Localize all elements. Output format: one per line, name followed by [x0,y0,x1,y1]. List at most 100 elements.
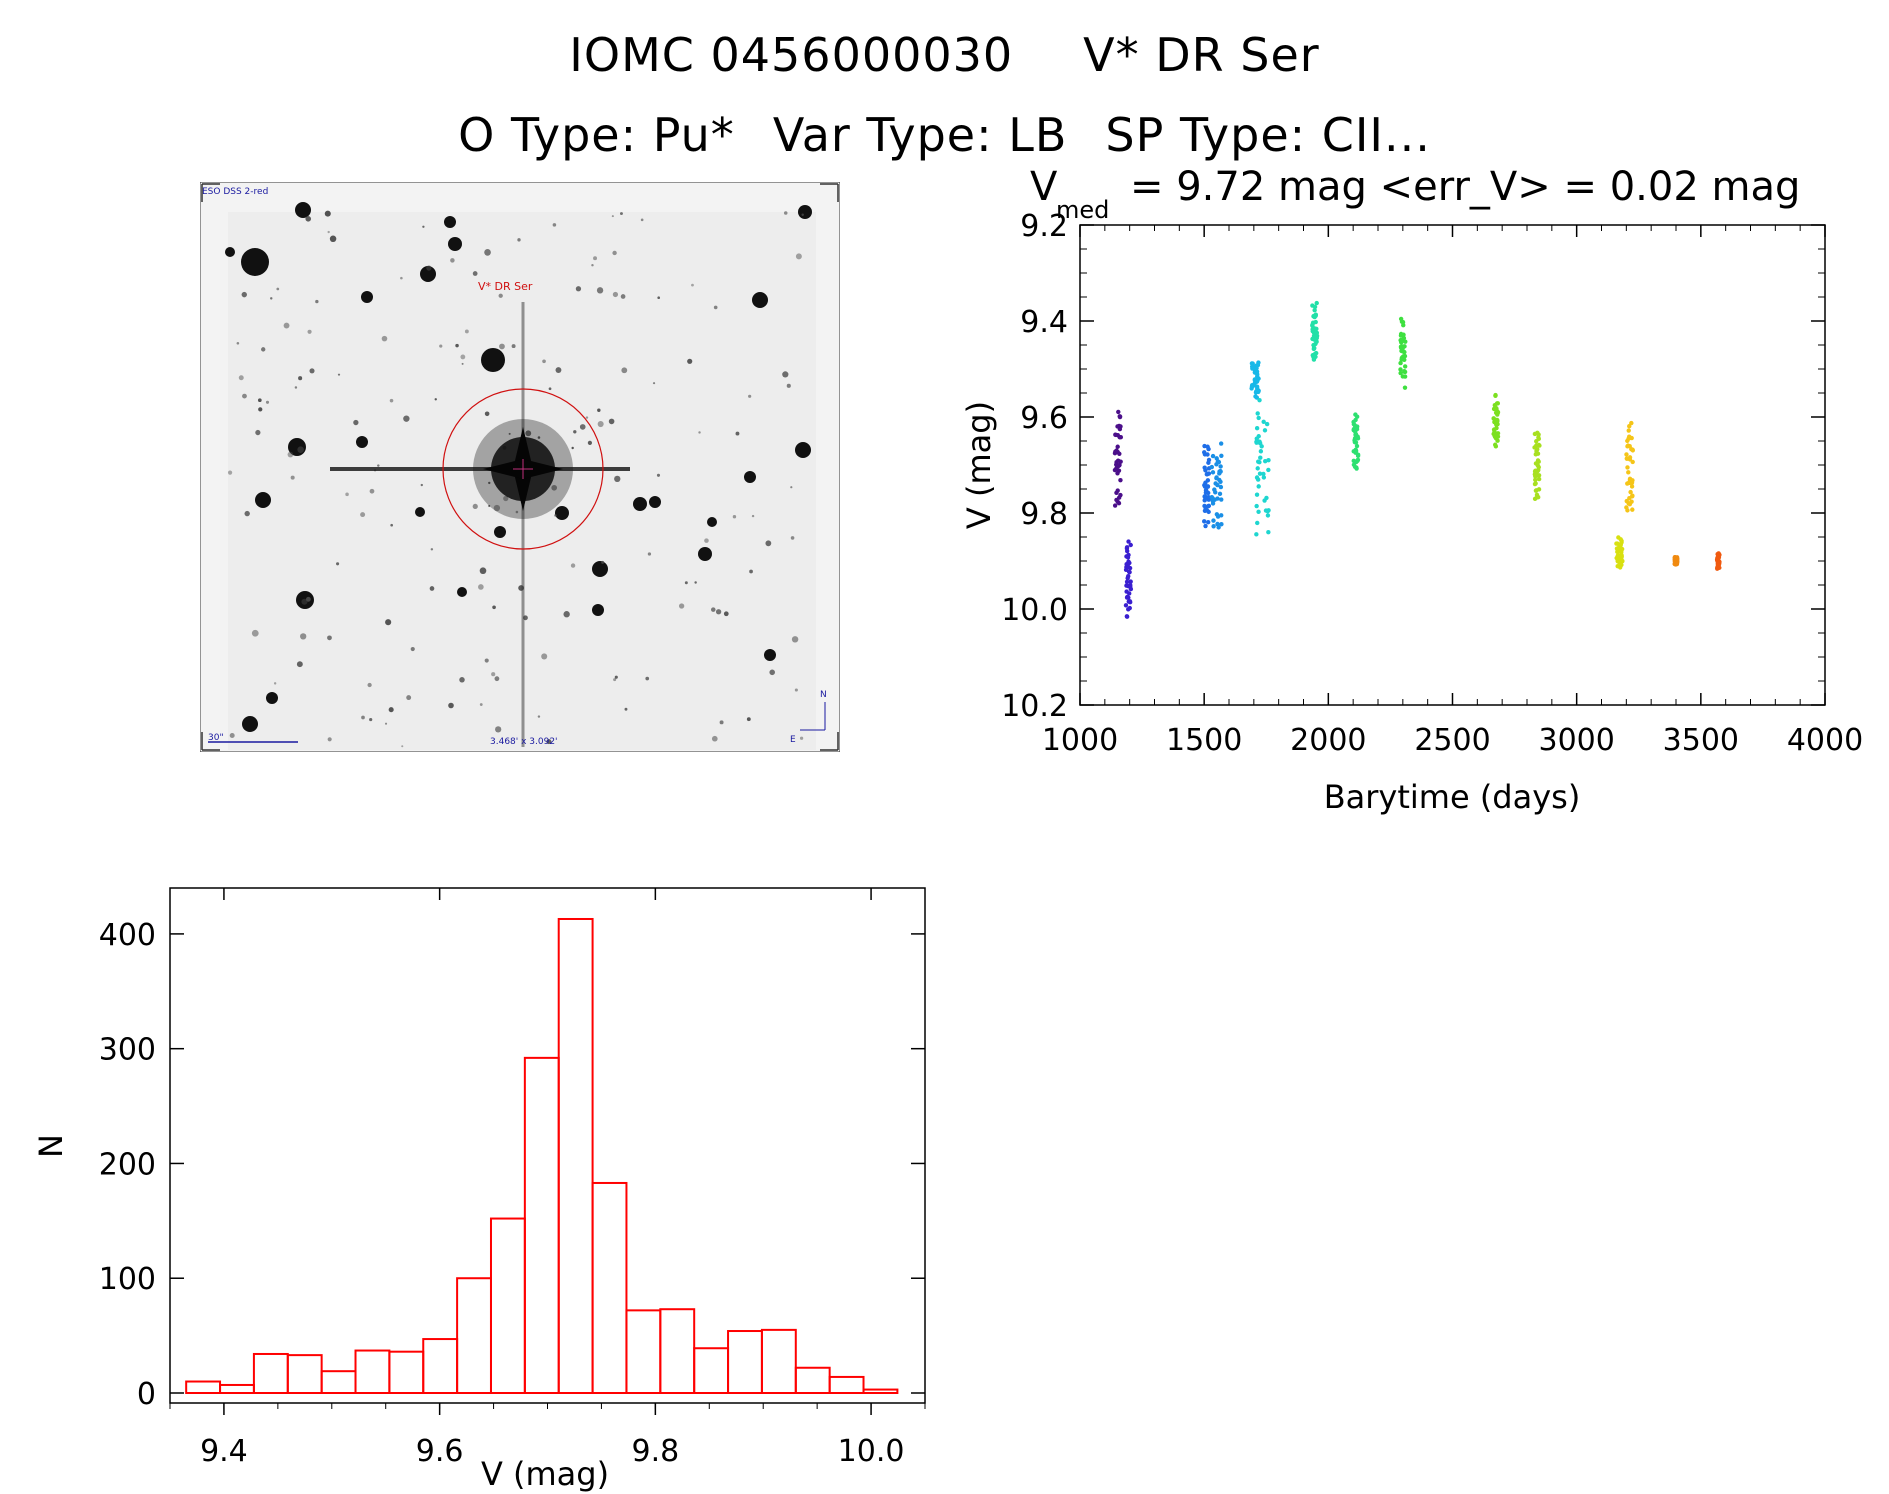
size-label: 3.468' x 3.092' [490,737,558,747]
star [472,271,478,276]
star [657,296,661,300]
lc-point [1117,451,1122,456]
star [337,373,341,376]
star [713,305,718,310]
star [439,344,443,348]
star [732,514,737,519]
hist-bars [185,917,899,1395]
hist-bar [828,1375,865,1395]
star [751,514,755,518]
star [301,598,308,605]
star [790,486,793,489]
star [597,421,604,428]
star [575,286,582,292]
lc-point [1492,406,1497,412]
lc-point [1203,506,1208,512]
star [385,722,388,725]
star [593,256,598,261]
lc-point [1314,300,1319,306]
star [795,442,811,458]
star [369,488,375,494]
star [611,215,614,218]
star [555,367,562,373]
lc-point [1219,522,1224,527]
hist-bar [388,1350,425,1395]
lc-point [1619,538,1624,544]
lc-point [1259,444,1264,449]
lc-xtick-label: 4000 [1787,723,1863,758]
lc-point [1126,539,1131,544]
star [691,283,694,287]
star [783,211,788,215]
star [345,492,349,497]
star [457,587,467,597]
lc-point [1534,495,1540,500]
lc-point [1206,460,1211,465]
lc-point [1624,456,1630,461]
lc-point [1215,482,1220,488]
lc-point [1218,464,1223,469]
lc-point [1311,357,1317,362]
star [307,329,312,334]
star [484,249,491,256]
star [494,676,500,682]
star [403,415,410,422]
lc-point [1115,488,1120,493]
lc-point [1219,497,1224,502]
star [719,720,724,725]
star [255,429,261,436]
star [517,238,521,242]
lc-point [1310,323,1315,328]
lc-point [1402,369,1407,374]
star [744,471,756,483]
lc-point [1353,432,1359,437]
lc-point [1354,443,1360,449]
star [633,497,647,511]
star [294,386,298,389]
lc-point [1401,332,1406,337]
lc-point [1626,501,1631,506]
lc-point [1533,477,1538,483]
star [614,675,618,679]
lc-point [1215,514,1221,519]
lc-point [1353,459,1359,464]
lc-point [1532,481,1538,487]
lc-ytick-label: 9.8 [1020,497,1068,532]
lc-point [1114,448,1119,453]
hist-bar [625,1309,662,1395]
lc-point [1258,455,1263,460]
lc-point [1218,479,1223,485]
star [305,216,312,222]
lc-point [1212,497,1217,502]
star [255,492,271,508]
lc-point [1258,449,1264,454]
star [225,247,235,257]
star [748,394,752,398]
star [401,745,404,748]
lc-point [1209,464,1215,470]
sky-image: V* DR Ser ESO DSS 2-red 30" 3.468' x 3.0… [200,182,840,752]
histogram-chart: 9.4 9.6 9.8 10.0 0 100 200 300 400 V (mag) N [32,887,926,1493]
lc-point [1354,465,1359,470]
lc-point [1627,424,1632,429]
lc-point [1311,314,1316,319]
star [369,717,373,722]
star [769,669,776,676]
star [488,481,491,485]
star-field [225,202,812,748]
lc-point [1402,353,1408,359]
star [236,341,240,345]
star [478,584,484,590]
lc-point [1534,448,1539,454]
star [455,343,459,348]
star [426,265,432,271]
star [261,347,266,352]
lc-point [1266,529,1271,535]
star [241,291,247,298]
star [460,354,466,360]
hist-ytick-label: 300 [99,1033,156,1068]
lc-point [1628,489,1633,495]
lc-point [1401,322,1406,328]
star [297,446,304,453]
lc-point [1256,509,1261,514]
